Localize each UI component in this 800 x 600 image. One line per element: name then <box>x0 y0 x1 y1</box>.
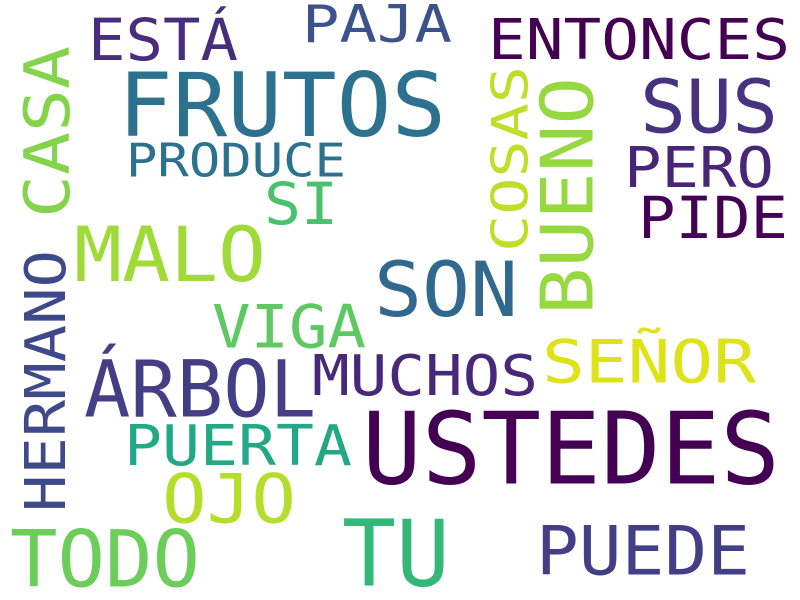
word-arbol: ÁRBOL <box>84 343 316 435</box>
word-malo: MALO <box>74 210 266 299</box>
word-esta: ESTÁ <box>88 5 238 74</box>
word-senor: SEÑOR <box>542 327 757 398</box>
word-son: SON <box>374 245 518 334</box>
word-ojo: OJO <box>162 461 296 540</box>
word-muchos: MUCHOS <box>312 344 538 409</box>
word-cosas: COSAS <box>482 66 540 252</box>
word-pero: PERO <box>624 136 774 201</box>
word-hermano: HERMANO <box>14 250 79 512</box>
word-produce: PRODUCE <box>126 134 346 188</box>
word-todo: TODO <box>10 515 200 600</box>
word-tu: TU <box>342 500 450 600</box>
word-si: SI <box>264 170 338 238</box>
word-paja: PAJA <box>302 0 452 55</box>
word-frutos: FRUTOS <box>118 54 446 157</box>
word-puerta: PUERTA <box>124 414 352 479</box>
word-bueno: BUENO <box>526 77 610 315</box>
word-casa: CASA <box>11 46 84 218</box>
word-viga: VIGA <box>212 293 366 363</box>
word-entonces: ENTONCES <box>488 8 790 73</box>
word-pide: PIDE <box>638 184 788 252</box>
word-ustedes: USTEDES <box>362 390 780 507</box>
word-puede: PUEDE <box>536 513 750 592</box>
word-sus: SUS <box>640 65 778 151</box>
